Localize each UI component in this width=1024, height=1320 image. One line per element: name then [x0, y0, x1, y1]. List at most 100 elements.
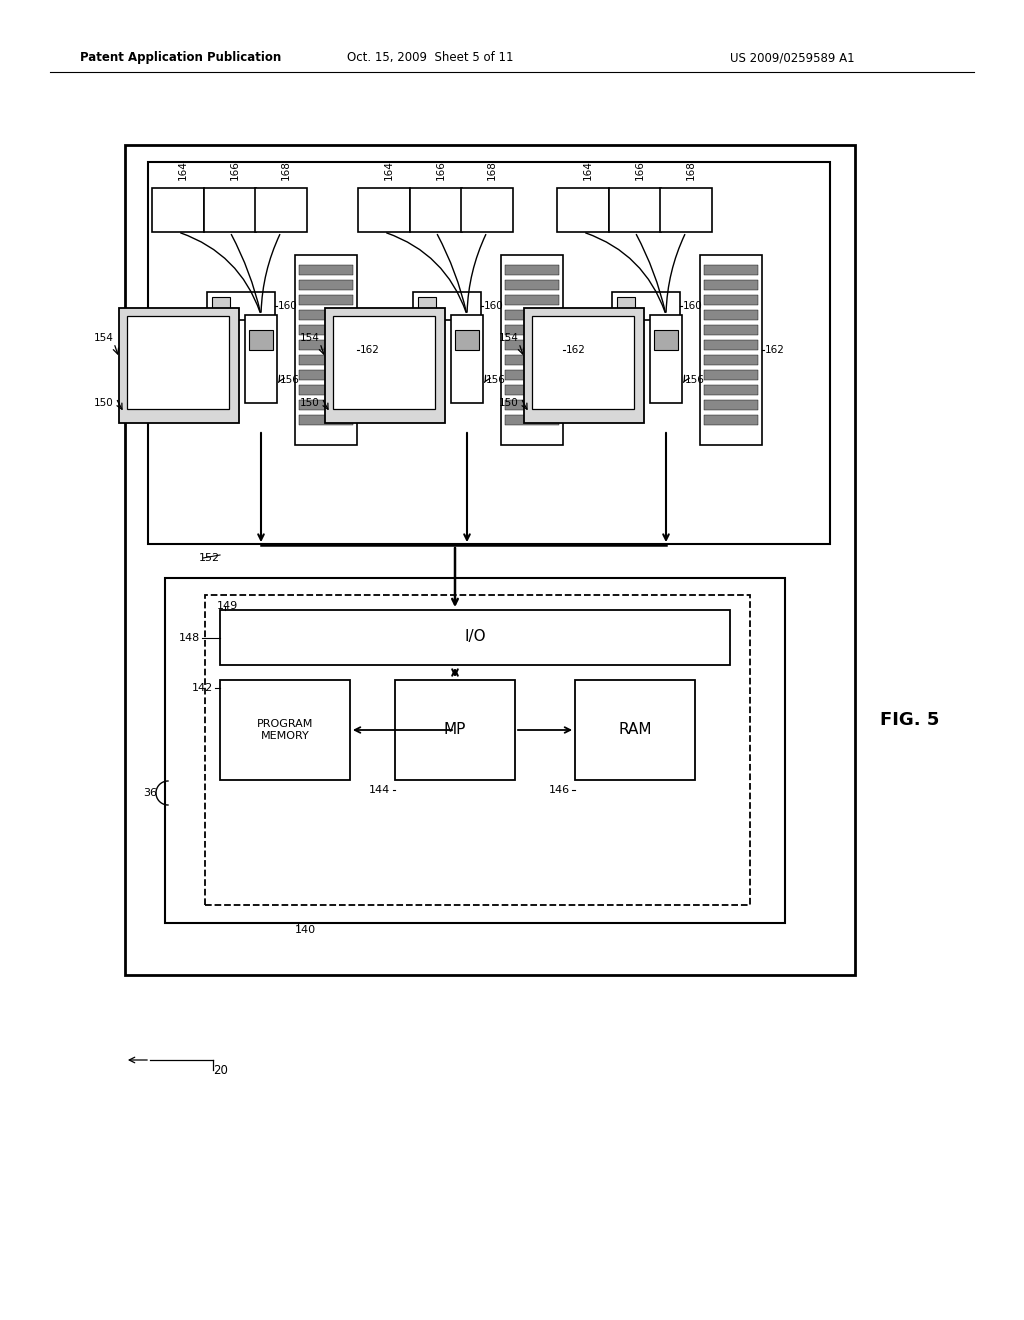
- Bar: [505, 414, 559, 425]
- Text: 168: 168: [487, 160, 497, 180]
- Text: 154: 154: [499, 333, 519, 343]
- Bar: [705, 280, 758, 290]
- Bar: [612, 292, 680, 319]
- Text: 156: 156: [486, 375, 506, 385]
- Bar: [299, 310, 353, 319]
- Bar: [505, 341, 559, 350]
- Bar: [705, 400, 758, 411]
- Text: 160: 160: [278, 301, 298, 312]
- Bar: [705, 341, 758, 350]
- Bar: [505, 294, 559, 305]
- Bar: [650, 315, 682, 403]
- Bar: [358, 187, 410, 232]
- Text: 162: 162: [566, 345, 586, 355]
- Text: 146: 146: [549, 785, 570, 795]
- Text: 148: 148: [179, 634, 200, 643]
- Bar: [524, 308, 644, 422]
- Bar: [654, 330, 678, 350]
- Text: 20: 20: [213, 1064, 228, 1077]
- Bar: [557, 187, 609, 232]
- Bar: [125, 145, 855, 975]
- Bar: [220, 610, 730, 665]
- Bar: [413, 292, 481, 319]
- Bar: [207, 292, 275, 319]
- Text: 150: 150: [300, 399, 319, 408]
- Text: 149: 149: [217, 601, 239, 611]
- Text: 168: 168: [686, 160, 696, 180]
- Bar: [505, 310, 559, 319]
- Bar: [451, 315, 483, 403]
- Text: 164: 164: [384, 160, 394, 180]
- Text: 150: 150: [500, 399, 519, 408]
- Bar: [165, 578, 785, 923]
- Bar: [204, 187, 256, 232]
- Bar: [152, 187, 204, 232]
- Bar: [705, 370, 758, 380]
- Bar: [705, 265, 758, 275]
- Text: 168: 168: [281, 160, 291, 180]
- Text: Oct. 15, 2009  Sheet 5 of 11: Oct. 15, 2009 Sheet 5 of 11: [347, 51, 513, 65]
- Bar: [700, 255, 762, 445]
- Text: 156: 156: [685, 375, 705, 385]
- Bar: [299, 325, 353, 335]
- Text: 156: 156: [280, 375, 300, 385]
- Bar: [505, 370, 559, 380]
- Text: FIG. 5: FIG. 5: [880, 711, 939, 729]
- Bar: [127, 315, 229, 409]
- Bar: [299, 370, 353, 380]
- Bar: [245, 315, 278, 403]
- Bar: [299, 414, 353, 425]
- Text: RAM: RAM: [618, 722, 651, 738]
- Bar: [505, 385, 559, 395]
- Text: 166: 166: [635, 160, 645, 180]
- Bar: [299, 280, 353, 290]
- Bar: [705, 355, 758, 366]
- Bar: [575, 680, 695, 780]
- Bar: [501, 255, 563, 445]
- Text: 164: 164: [583, 160, 593, 180]
- Text: 162: 162: [360, 345, 380, 355]
- Text: 160: 160: [484, 301, 504, 312]
- Text: 144: 144: [369, 785, 390, 795]
- Text: 150: 150: [94, 399, 114, 408]
- Text: 152: 152: [199, 553, 220, 564]
- Bar: [705, 310, 758, 319]
- Bar: [660, 187, 712, 232]
- Text: 164: 164: [178, 160, 188, 180]
- Text: Patent Application Publication: Patent Application Publication: [80, 51, 282, 65]
- Bar: [505, 400, 559, 411]
- Bar: [299, 385, 353, 395]
- Bar: [205, 595, 750, 906]
- Bar: [455, 330, 479, 350]
- Text: 162: 162: [765, 345, 784, 355]
- Bar: [249, 330, 273, 350]
- Bar: [299, 265, 353, 275]
- Bar: [212, 297, 230, 315]
- Bar: [505, 325, 559, 335]
- Bar: [532, 315, 634, 409]
- Bar: [325, 308, 445, 422]
- Bar: [418, 297, 436, 315]
- Text: 166: 166: [230, 160, 240, 180]
- Bar: [299, 400, 353, 411]
- Bar: [705, 294, 758, 305]
- Text: 166: 166: [436, 160, 446, 180]
- Text: PROGRAM
MEMORY: PROGRAM MEMORY: [257, 719, 313, 741]
- Bar: [299, 355, 353, 366]
- Text: MP: MP: [443, 722, 466, 738]
- Bar: [119, 308, 239, 422]
- Bar: [705, 414, 758, 425]
- Bar: [255, 187, 307, 232]
- Text: 154: 154: [300, 333, 319, 343]
- Bar: [395, 680, 515, 780]
- Bar: [148, 162, 830, 544]
- Text: US 2009/0259589 A1: US 2009/0259589 A1: [730, 51, 855, 65]
- Bar: [705, 385, 758, 395]
- Bar: [609, 187, 662, 232]
- Text: 140: 140: [295, 925, 316, 935]
- Bar: [505, 355, 559, 366]
- Text: I/O: I/O: [464, 630, 485, 644]
- Bar: [295, 255, 357, 445]
- Text: 142: 142: [191, 682, 213, 693]
- Bar: [461, 187, 513, 232]
